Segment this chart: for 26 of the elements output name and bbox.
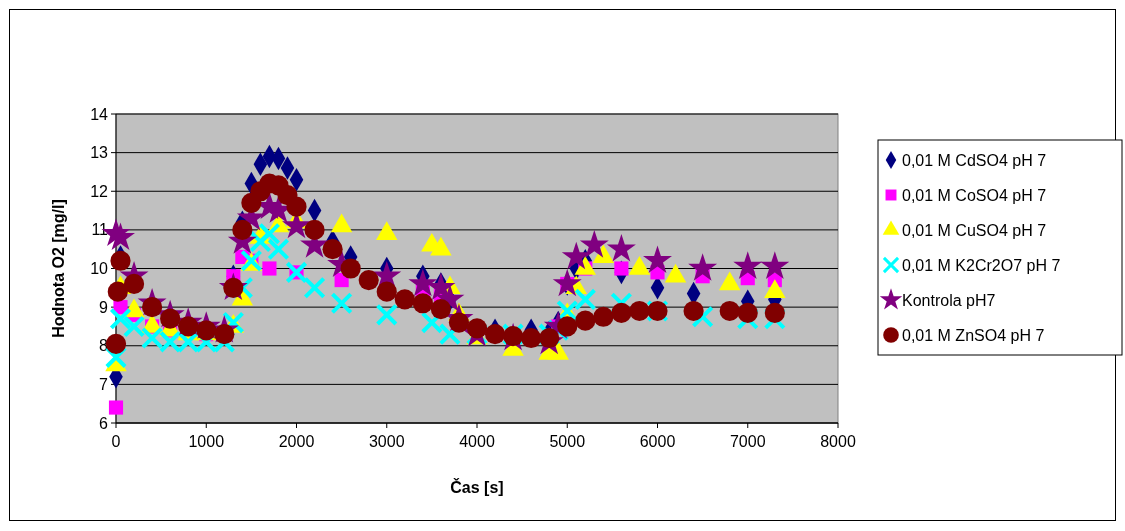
legend-label: Kontrola pH7 (902, 291, 996, 309)
x-tick-label: 1000 (188, 433, 225, 450)
legend-label: 0,01 M ZnSO4 pH 7 (902, 326, 1045, 344)
x-tick-label: 0 (111, 433, 121, 450)
x-tick-label: 5000 (549, 433, 586, 450)
y-tick-label: 13 (90, 144, 109, 162)
y-tick-label: 10 (90, 260, 109, 278)
y-tick-label: 14 (90, 105, 109, 123)
x-axis-title: Čas [s] (450, 478, 504, 496)
legend-label: 0,01 M CoSO4 pH 7 (902, 186, 1047, 204)
legend-label: 0,01 M CdSO4 pH 7 (902, 151, 1047, 169)
y-tick-label: 8 (99, 337, 109, 355)
legend-label: 0,01 M CuSO4 pH 7 (902, 221, 1047, 239)
y-tick-label: 11 (91, 221, 109, 239)
y-tick-label: 6 (99, 414, 109, 432)
y-axis-title: Hodnota O2 [mg/l] (50, 199, 67, 338)
y-tick-label: 7 (99, 375, 109, 393)
y-tick-label: 12 (90, 182, 109, 200)
x-tick-label: 4000 (459, 433, 495, 450)
x-tick-label: 3000 (368, 433, 405, 450)
legend-label: 0,01 M K2Cr2O7 pH 7 (902, 256, 1061, 274)
x-tick-label: 2000 (278, 433, 315, 450)
y-tick-label: 9 (99, 298, 109, 316)
x-tick-label: 8000 (820, 433, 856, 450)
x-tick-label: 6000 (639, 433, 676, 450)
x-tick-label: 7000 (729, 433, 766, 450)
